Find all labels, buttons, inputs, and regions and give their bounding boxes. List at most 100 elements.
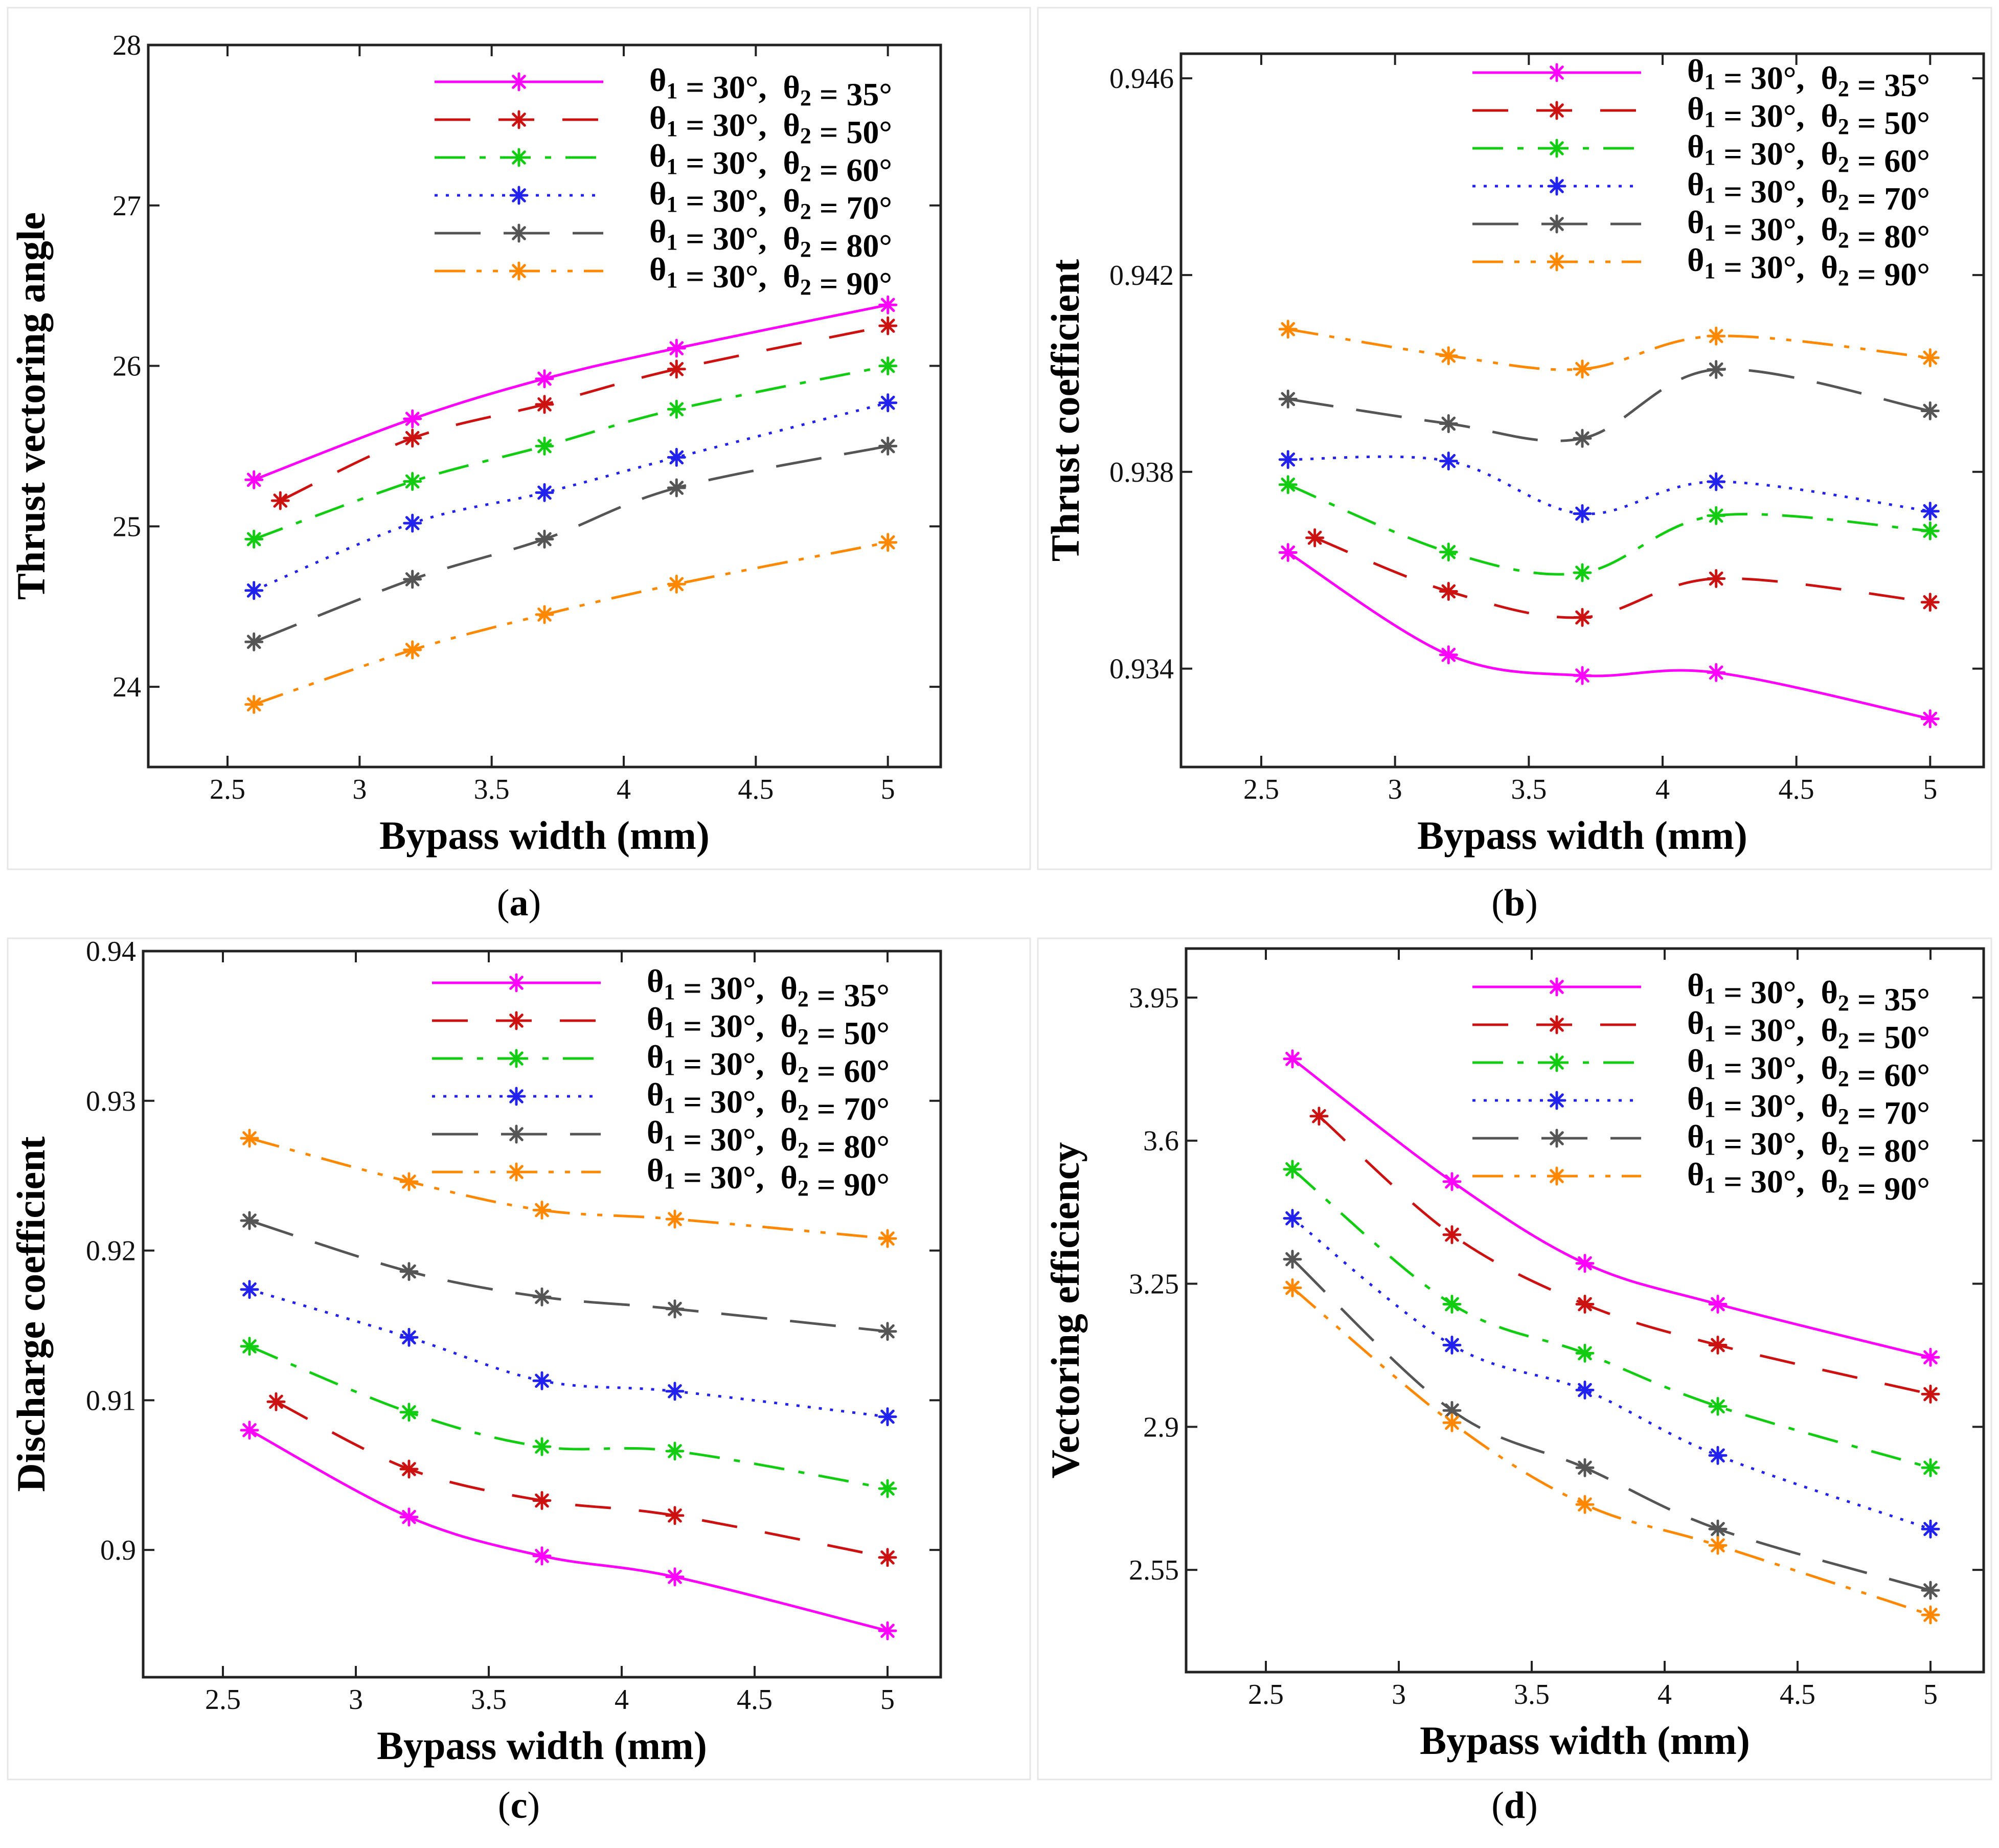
legend-item: θ1 = 30°, θ2 = 80° xyxy=(1472,204,1930,255)
panel-border xyxy=(7,937,1031,1781)
x-tick-label: 3.5 xyxy=(1514,1679,1550,1710)
legend-item: θ1 = 30°, θ2 = 70° xyxy=(1472,1080,1930,1131)
legend-marker xyxy=(509,72,529,92)
x-tick-label: 5 xyxy=(1923,774,1937,805)
data-point xyxy=(1283,1278,1302,1297)
legend-marker xyxy=(1547,176,1566,196)
series-line xyxy=(253,541,889,706)
data-point xyxy=(1283,1209,1302,1228)
data-point xyxy=(1442,1225,1462,1245)
legend-item: θ1 = 30°, θ2 = 90° xyxy=(435,251,892,302)
data-point xyxy=(667,574,686,594)
legend-marker xyxy=(509,186,529,205)
y-tick-label: 3.25 xyxy=(1129,1269,1179,1300)
series-line xyxy=(248,1429,888,1632)
data-point xyxy=(1573,563,1592,582)
y-tick-label: 0.92 xyxy=(86,1235,136,1267)
data-point xyxy=(535,369,554,389)
x-tick-label: 4 xyxy=(1657,1679,1672,1710)
series-1 xyxy=(240,1421,897,1640)
data-point xyxy=(399,1459,419,1479)
series-2 xyxy=(1309,1107,1940,1404)
y-tick-label: 0.946 xyxy=(1109,63,1174,95)
data-point xyxy=(665,1299,685,1319)
data-point xyxy=(535,436,554,456)
data-point xyxy=(532,1201,552,1220)
x-tick-label: 4.5 xyxy=(1779,774,1814,805)
data-point xyxy=(1707,663,1726,682)
data-point xyxy=(878,1621,897,1640)
series-line xyxy=(249,1345,888,1490)
legend-marker xyxy=(1547,63,1566,82)
legend-item: θ1 = 30°, θ2 = 50° xyxy=(432,1001,890,1051)
legend-label: θ1 = 30°, θ2 = 60° xyxy=(1687,128,1930,179)
data-point xyxy=(399,1507,419,1527)
data-point xyxy=(535,395,554,414)
data-point xyxy=(1278,475,1298,494)
data-point xyxy=(244,529,264,549)
series-3 xyxy=(1283,1160,1940,1477)
series-1 xyxy=(1278,543,1940,729)
data-point xyxy=(1283,1250,1302,1269)
data-point xyxy=(1573,608,1592,627)
legend-marker xyxy=(1547,1129,1566,1148)
x-tick-label: 5 xyxy=(1923,1679,1938,1710)
x-axis-title: Bypass width (mm) xyxy=(1417,813,1747,858)
legend-item: θ1 = 30°, θ2 = 35° xyxy=(435,62,892,112)
legend-item: θ1 = 30°, θ2 = 50° xyxy=(435,100,892,150)
data-point xyxy=(532,1546,552,1566)
panel-label: (d) xyxy=(1491,1785,1537,1827)
legend-label: θ1 = 30°, θ2 = 90° xyxy=(647,1152,890,1203)
legend-label: θ1 = 30°, θ2 = 70° xyxy=(647,1076,890,1127)
data-point xyxy=(1708,1536,1728,1555)
y-tick-label: 25 xyxy=(112,511,141,543)
data-point xyxy=(1305,528,1325,548)
series-line xyxy=(275,1401,888,1559)
x-tick-label: 3 xyxy=(1388,774,1402,805)
y-tick-label: 3.6 xyxy=(1143,1125,1179,1157)
data-point xyxy=(532,1491,552,1510)
x-tick-label: 4 xyxy=(617,774,631,805)
x-tick-label: 4.5 xyxy=(1780,1679,1815,1710)
y-tick-label: 0.938 xyxy=(1109,457,1174,488)
data-point xyxy=(403,429,422,448)
legend-label: θ1 = 30°, θ2 = 90° xyxy=(1687,242,1930,292)
legend-label: θ1 = 30°, θ2 = 35° xyxy=(647,963,890,1013)
data-point xyxy=(244,695,264,714)
legend-marker xyxy=(507,1049,526,1068)
legend-marker xyxy=(507,973,526,993)
panel-border xyxy=(1037,937,1992,1781)
data-point xyxy=(878,295,898,314)
legend-item: θ1 = 30°, θ2 = 60° xyxy=(435,138,892,188)
data-point xyxy=(535,529,554,549)
data-point xyxy=(1439,346,1458,366)
legend-marker xyxy=(507,1011,526,1030)
data-point xyxy=(667,447,686,467)
legend-label: θ1 = 30°, θ2 = 70° xyxy=(1687,166,1930,217)
data-point xyxy=(403,640,422,660)
legend-marker xyxy=(1547,252,1566,272)
data-point xyxy=(665,1506,685,1525)
data-point xyxy=(403,409,422,429)
x-tick-label: 3.5 xyxy=(471,1684,507,1716)
x-tick-label: 2.5 xyxy=(205,1684,241,1716)
data-point xyxy=(878,436,898,456)
legend-label: θ1 = 30°, θ2 = 80° xyxy=(649,213,892,264)
data-point xyxy=(1920,502,1940,521)
data-point xyxy=(1707,472,1726,491)
x-tick-label: 2.5 xyxy=(210,774,245,805)
legend: θ1 = 30°, θ2 = 35°θ1 = 30°, θ2 = 50° θ1 =… xyxy=(432,963,890,1203)
data-point xyxy=(266,1392,286,1411)
data-point xyxy=(878,316,898,335)
data-point xyxy=(1573,666,1592,685)
series-line xyxy=(249,1288,888,1418)
data-point xyxy=(244,632,264,651)
y-tick-label: 26 xyxy=(112,351,141,382)
series-line xyxy=(253,401,889,592)
series-5 xyxy=(1278,360,1940,448)
panel-label: (b) xyxy=(1491,882,1537,924)
data-point xyxy=(1707,506,1726,525)
legend-item: θ1 = 30°, θ2 = 90° xyxy=(1472,242,1930,292)
data-point xyxy=(878,1407,897,1427)
chart-panel-d: 2.5 3 3.5 4 4.5 5 2.55 2.9 3.25 3.6 3.95 Bypass wid… xyxy=(1037,937,1992,1827)
